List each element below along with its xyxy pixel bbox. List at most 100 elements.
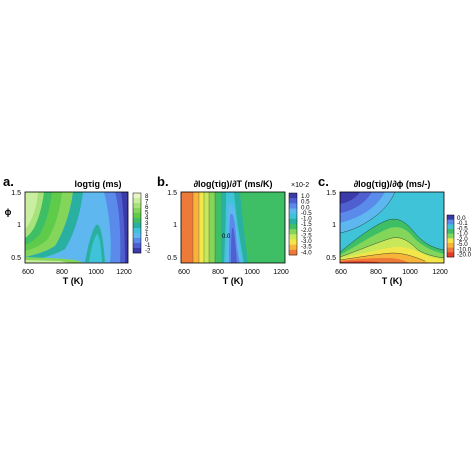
colorbar-swatch xyxy=(289,218,297,225)
colorbar-swatch xyxy=(133,243,141,249)
colorbar-swatch xyxy=(289,239,297,245)
colorbar-tick-label: -1.0 xyxy=(301,216,312,223)
colorbar-swatch xyxy=(133,193,141,199)
colorbar-tick-label: -1 xyxy=(145,242,151,249)
panel-b-ytick-1: 1 xyxy=(173,222,177,229)
colorbar-swatch xyxy=(447,247,454,253)
panel-a-ytick-1: 1 xyxy=(17,222,21,229)
colorbar-swatch xyxy=(447,215,454,220)
colorbar-tick-label: -2 xyxy=(145,247,151,254)
colorbar-tick-label: 1.0 xyxy=(301,193,310,200)
colorbar-tick-label: 5 xyxy=(145,209,149,216)
colorbar-tick-label: -2.0 xyxy=(301,227,312,234)
colorbar-tick-label: -4.0 xyxy=(301,249,312,256)
panel-a-xlabel: T (K) xyxy=(63,276,84,286)
colorbar-swatch xyxy=(289,234,297,240)
colorbar-swatch xyxy=(133,238,141,244)
colorbar-tick-label: 2 xyxy=(145,226,149,233)
colorbar-swatch xyxy=(289,249,297,256)
panel-b-letter: b. xyxy=(157,174,169,189)
panel-c: c. ∂log(τig)/∂ϕ (ms/-) 600 800 100 xyxy=(318,174,472,286)
panel-c-contours xyxy=(340,192,444,263)
panel-c-xtick-600: 600 xyxy=(335,269,347,276)
panel-c-xtick-1000: 1000 xyxy=(402,269,418,276)
panel-a-frame xyxy=(24,191,129,264)
colorbar-tick-label: -3.5 xyxy=(301,244,312,251)
panel-c-xlabel: T (K) xyxy=(382,276,403,286)
colorbar-tick-label: -0.5 xyxy=(457,225,468,232)
colorbar-tick-label: -1.5 xyxy=(301,221,312,228)
colorbar-tick-label: -1.0 xyxy=(457,231,468,238)
panel-c-title: ∂log(τig)/∂ϕ (ms/-) xyxy=(354,179,431,189)
panel-c-letter: c. xyxy=(318,174,329,189)
panel-b-xtick-600: 600 xyxy=(178,269,190,276)
colorbar-swatch xyxy=(289,224,297,230)
panel-b-colorbar: 1.00.50.0-0.5-1.0-1.5-2.0-2.5-3.0-3.5-4.… xyxy=(288,192,312,256)
panel-a-contours xyxy=(25,192,128,263)
colorbar-swatch xyxy=(133,213,141,219)
colorbar-swatch xyxy=(447,219,454,225)
colorbar-swatch xyxy=(133,223,141,229)
colorbar-tick-label: 0.5 xyxy=(301,199,310,206)
panel-c-ytick-1: 1 xyxy=(332,222,336,229)
panel-c-xtick-1200: 1200 xyxy=(432,269,448,276)
colorbar-swatch xyxy=(289,203,297,209)
colorbar-swatch xyxy=(133,203,141,209)
panel-b-contour-label: 0.0 xyxy=(222,234,231,240)
panel-a-ylabel: ϕ xyxy=(5,207,12,217)
panel-c-frame xyxy=(339,191,445,264)
colorbar-swatch xyxy=(289,193,297,199)
panel-b: b. ∂log(τig)/∂T (ms/K) ×10-2 0.0 600 800 xyxy=(157,174,312,286)
colorbar-swatch xyxy=(447,233,454,239)
colorbar-tick-label: -20.0 xyxy=(457,252,472,259)
colorbar-tick-label: -10.0 xyxy=(457,246,472,253)
panel-a-ytick-0.5: 0.5 xyxy=(11,255,21,262)
panel-b-title: ∂log(τig)/∂T (ms/K) xyxy=(194,179,273,189)
panel-c-ytick-0.5: 0.5 xyxy=(326,255,336,262)
panel-c-colorbar: 0.0-0.1-0.5-1.0-2.0-5.0-10.0-20.0 xyxy=(446,214,472,259)
colorbar-tick-label: -0.1 xyxy=(457,220,468,227)
colorbar-swatch xyxy=(289,213,297,220)
panel-a-ytick-1.5: 1.5 xyxy=(11,190,21,197)
panel-a-title: logτig (ms) xyxy=(74,179,121,189)
colorbar-swatch xyxy=(447,243,454,248)
colorbar-tick-label: 1 xyxy=(145,231,149,238)
colorbar-swatch xyxy=(447,229,454,234)
panel-c-ytick-1.5: 1.5 xyxy=(326,190,336,197)
colorbar-tick-label: 0 xyxy=(145,237,149,244)
colorbar-swatch xyxy=(289,208,297,214)
colorbar-tick-label: 0.0 xyxy=(301,204,310,211)
panel-b-xtick-1000: 1000 xyxy=(244,269,260,276)
panel-a-xtick-800: 800 xyxy=(56,269,68,276)
colorbar-tick-label: -0.5 xyxy=(301,210,312,217)
colorbar-tick-label: -2.5 xyxy=(301,232,312,239)
panel-a: a. logτig (ms) 600 800 1000 xyxy=(3,174,151,286)
panel-a-xtick-1200: 1200 xyxy=(116,269,132,276)
panel-b-xlabel: T (K) xyxy=(223,276,244,286)
panel-b-contours xyxy=(181,192,285,263)
colorbar-tick-label: 0.0 xyxy=(457,215,466,222)
panel-b-xtick-800: 800 xyxy=(212,269,224,276)
colorbar-swatch xyxy=(133,218,141,224)
colorbar-swatch xyxy=(133,228,141,234)
panel-a-letter: a. xyxy=(3,174,14,189)
colorbar-tick-label: 8 xyxy=(145,193,149,200)
colorbar-tick-label: 7 xyxy=(145,198,149,205)
colorbar-tick-label: 3 xyxy=(145,220,149,227)
panel-a-xtick-1000: 1000 xyxy=(88,269,104,276)
colorbar-swatch xyxy=(133,233,141,239)
colorbar-swatch xyxy=(447,238,454,244)
colorbar-tick-label: -5.0 xyxy=(457,241,468,248)
colorbar-swatch xyxy=(133,248,141,254)
panel-b-frame xyxy=(180,191,286,264)
colorbar-swatch xyxy=(289,229,297,235)
colorbar-swatch xyxy=(447,224,454,230)
panel-b-ytick-1.5: 1.5 xyxy=(167,190,177,197)
colorbar-swatch xyxy=(133,208,141,214)
panel-a-xtick-600: 600 xyxy=(22,269,34,276)
colorbar-swatch xyxy=(289,244,297,251)
colorbar-tick-label: -2.0 xyxy=(457,236,468,243)
colorbar-swatch xyxy=(447,252,454,258)
